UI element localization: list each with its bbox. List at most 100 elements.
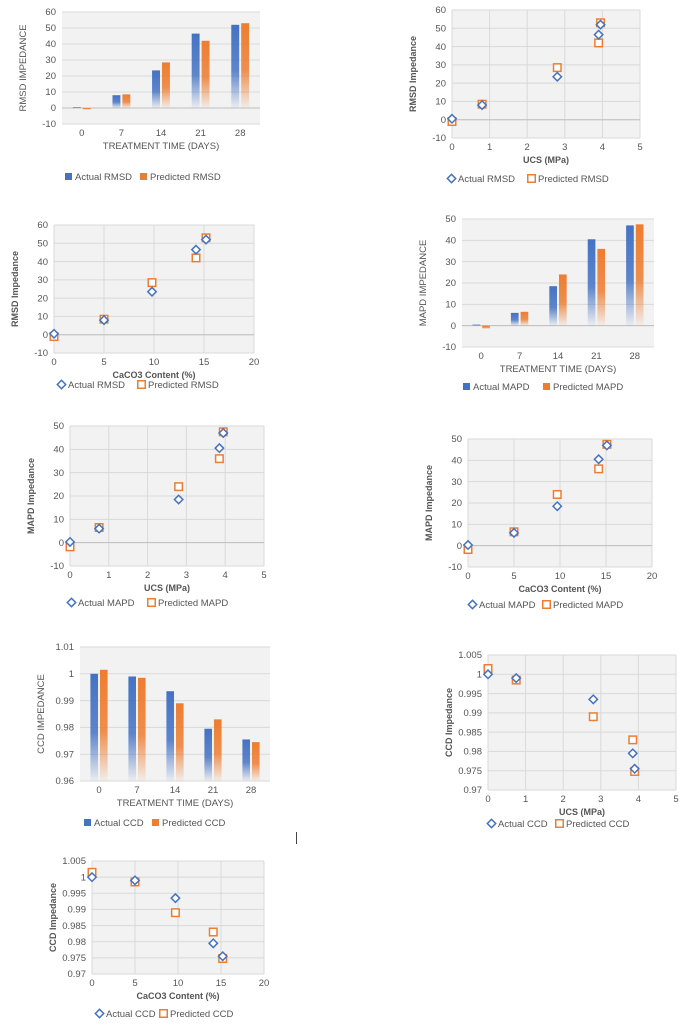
y-tick-label: 1: [81, 872, 86, 883]
legend-actual-label: Actual CCD: [94, 818, 144, 829]
y-axis-label: CCD Impedance: [48, 883, 58, 952]
y-tick-label: 30: [45, 55, 56, 66]
x-axis-label: CaCO3 Content (%): [137, 991, 220, 1001]
legend-predicted-label: Predicted RMSD: [538, 174, 609, 185]
actual-bar: [128, 676, 136, 781]
y-tick-label: 0.97: [464, 785, 483, 796]
actual-bar: [231, 24, 240, 108]
y-tick-label: 10: [37, 312, 48, 323]
predicted-bar: [138, 677, 146, 781]
y-tick-label: 10: [45, 87, 56, 98]
actual-point: [64, 536, 76, 548]
legend-actual-label: Actual CCD: [106, 1009, 156, 1020]
y-tick-label: 0.99: [68, 905, 87, 916]
y-tick-label: 50: [37, 238, 48, 249]
legend: Actual MAPD Predicted MAPD: [467, 599, 623, 611]
predicted-point: [628, 735, 638, 745]
y-tick-label: 60: [37, 220, 48, 231]
legend-actual-label: Actual MAPD: [78, 598, 135, 609]
actual-point: [217, 427, 229, 439]
x-tick-label: 0: [96, 785, 101, 796]
actual-point: [601, 440, 613, 451]
data-points: [462, 439, 613, 555]
x-tick-label: 10: [555, 571, 566, 582]
y-tick-label: 30: [37, 275, 48, 286]
actual-point: [627, 748, 639, 759]
chart-ccd-vs-treatment-time: 1.01 1 0.99 0.98 0.97 0.96 0 7 14 21 28 CCD IMPEDAN…: [36, 642, 270, 829]
x-tick-label: 14: [156, 128, 167, 139]
plot-area: [62, 12, 260, 124]
actual-point: [200, 234, 212, 245]
x-tick-label: 15: [199, 357, 210, 368]
actual-bar: [112, 95, 121, 108]
actual-point: [595, 19, 606, 30]
legend-predicted-label: Predicted CCD: [162, 818, 225, 829]
legend-actual-label: Actual RMSD: [68, 380, 125, 391]
predicted-point: [191, 253, 201, 263]
x-tick-label: 5: [261, 570, 266, 581]
y-tick-label: 60: [45, 7, 56, 18]
actual-point: [146, 286, 158, 298]
predicted-point: [170, 908, 180, 918]
y-tick-label: 10: [435, 97, 446, 108]
x-axis-label: TREATMENT TIME (DAYS): [103, 141, 219, 152]
y-tick-label: 0.98: [464, 747, 483, 758]
y-tick-label: 0.98: [68, 937, 87, 948]
y-tick-label: 1: [477, 669, 482, 680]
predicted-bar: [252, 742, 260, 781]
y-tick-label: 0.995: [458, 689, 482, 700]
legend-predicted-marker: [555, 819, 564, 828]
legend-actual-marker: [486, 818, 497, 829]
data-points: [48, 233, 212, 342]
predicted-bar: [122, 94, 131, 108]
x-tick-label: 7: [119, 128, 124, 139]
y-tick-label: 0: [451, 321, 456, 332]
predicted-bar: [82, 108, 91, 110]
actual-point: [588, 694, 599, 705]
y-tick-label: 1.01: [56, 642, 75, 653]
actual-point: [629, 763, 640, 775]
y-tick-label: 0: [457, 541, 462, 552]
y-tick-label: 0.97: [56, 749, 75, 760]
legend: Actual CCD Predicted CCD: [84, 818, 225, 829]
y-tick-label: 10: [445, 300, 456, 311]
predicted-point: [208, 927, 218, 937]
legend-predicted-marker: [137, 380, 146, 389]
y-axis-label: RMSD Impedance: [10, 251, 20, 327]
actual-point: [173, 494, 184, 505]
x-tick-label: 20: [647, 571, 658, 582]
y-tick-label: 10: [53, 515, 64, 526]
y-tick-label: 20: [451, 498, 462, 509]
legend-predicted-marker: [542, 600, 551, 609]
y-axis-label: RMSD IMPEDANCE: [18, 24, 29, 111]
y-tick-label: 0.985: [62, 921, 86, 932]
x-axis-label: TREATMENT TIME (DAYS): [500, 364, 616, 375]
actual-bar: [587, 239, 596, 326]
x-tick-label: 5: [511, 571, 516, 582]
legend: Actual CCD Predicted CCD: [94, 1008, 233, 1020]
plot-area: [80, 647, 270, 781]
x-tick-label: 14: [553, 351, 564, 362]
y-tick-label: 0.97: [68, 969, 87, 980]
actual-point: [98, 314, 110, 326]
y-tick-label: -10: [432, 133, 446, 144]
y-axis-label: MAPD Impedance: [26, 458, 36, 534]
actual-point: [214, 442, 225, 454]
x-tick-label: 4: [223, 570, 228, 581]
predicted-bar: [176, 703, 184, 781]
y-tick-label: 20: [435, 78, 446, 89]
legend-actual-marker: [467, 599, 478, 610]
actual-point: [593, 29, 604, 40]
actual-point: [552, 71, 563, 83]
y-tick-label: 0.99: [56, 696, 75, 707]
x-tick-label: 1: [106, 570, 111, 581]
predicted-point: [552, 63, 562, 73]
actual-bar: [549, 286, 557, 326]
y-tick-label: 20: [45, 71, 56, 82]
x-tick-label: 5: [101, 357, 106, 368]
y-tick-label: 50: [435, 23, 446, 34]
actual-point: [129, 875, 141, 886]
